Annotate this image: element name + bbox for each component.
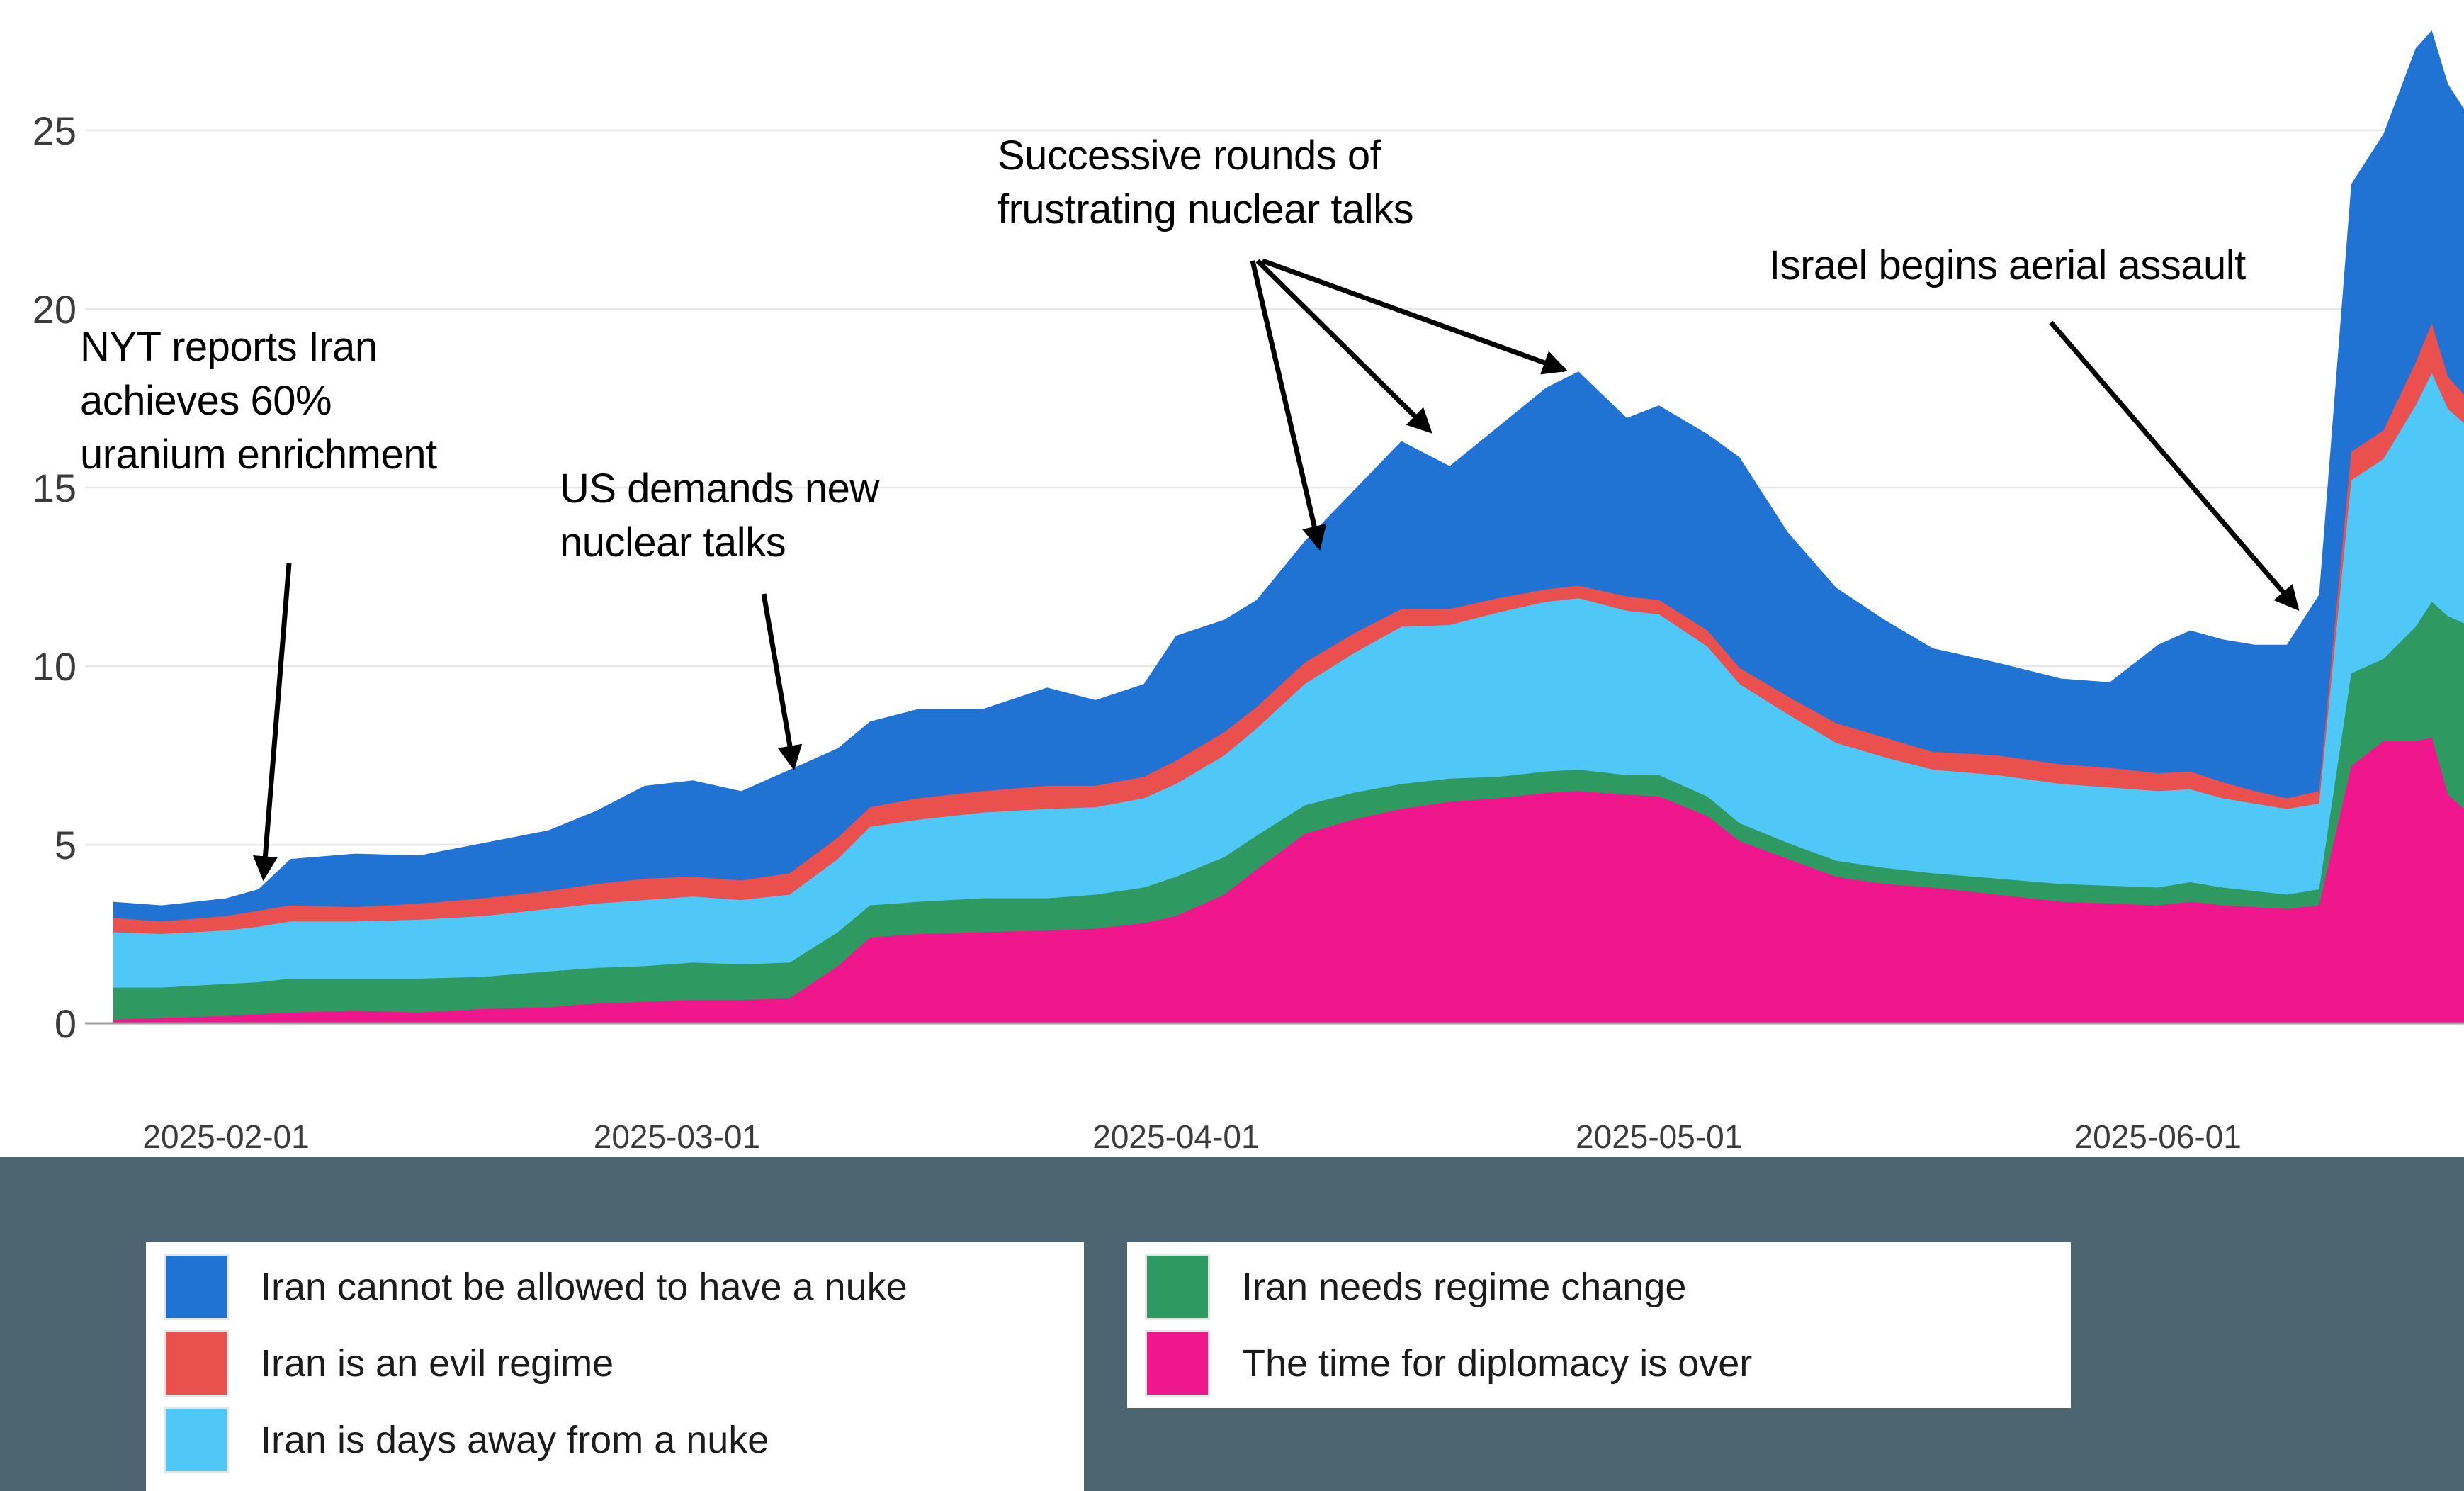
legend-item-regime-change: Iran needs regime change	[1147, 1256, 2071, 1318]
legend-item-evil-regime: Iran is an evil regime	[166, 1332, 1084, 1395]
legend-swatch-red	[166, 1332, 227, 1395]
annotation-line: achieves 60%	[80, 378, 332, 424]
annotation-israel-assault: Israel begins aerial assault	[1769, 239, 2246, 293]
svg-text:15: 15	[33, 466, 77, 510]
svg-text:0: 0	[55, 1001, 77, 1046]
legend-label: Iran cannot be allowed to have a nuke	[261, 1266, 908, 1308]
annotation-nyt-enrichment: NYT reports Iran achieves 60% uranium en…	[80, 320, 437, 482]
annotation-us-demands: US demands new nuclear talks	[560, 462, 879, 570]
legend-label: Iran is days away from a nuke	[261, 1419, 769, 1461]
legend-item-cannot-have-nuke: Iran cannot be allowed to have a nuke	[166, 1256, 1084, 1318]
stacked-area-chart: 0 5 10 15 20 25 2025-02-01 2025-03-01 2025-04-01…	[33, 30, 2464, 1155]
legend-item-diplomacy-over: The time for diplomacy is over	[1147, 1332, 2071, 1395]
legend-swatch-blue	[166, 1256, 227, 1318]
annotation-line: nuclear talks	[560, 519, 786, 566]
annotation-line: uranium enrichment	[80, 432, 437, 478]
svg-text:2025-03-01: 2025-03-01	[594, 1118, 760, 1155]
legend-label: Iran is an evil regime	[261, 1342, 614, 1385]
svg-text:2025-04-01: 2025-04-01	[1092, 1118, 1259, 1155]
legend-swatch-pink	[1147, 1332, 1208, 1395]
svg-text:2025-06-01: 2025-06-01	[2075, 1118, 2242, 1155]
legend-card-left: Iran cannot be allowed to have a nuke Ir…	[146, 1242, 1084, 1491]
legend-label: The time for diplomacy is over	[1242, 1342, 1753, 1385]
legend-swatch-lightblue	[166, 1409, 227, 1471]
legend-label: Iran needs regime change	[1242, 1266, 1687, 1308]
annotation-line: Israel begins aerial assault	[1769, 242, 2246, 288]
annotation-line: Successive rounds of	[998, 133, 1381, 179]
legend-swatch-green	[1147, 1256, 1208, 1318]
annotation-line: NYT reports Iran	[80, 324, 378, 370]
annotation-line: frustrating nuclear talks	[998, 186, 1414, 232]
svg-text:5: 5	[55, 823, 77, 867]
legend-item-days-away: Iran is days away from a nuke	[166, 1409, 1084, 1471]
annotation-line: US demands new	[560, 466, 879, 512]
svg-text:20: 20	[33, 287, 77, 332]
svg-text:2025-05-01: 2025-05-01	[1576, 1118, 1742, 1155]
svg-text:10: 10	[33, 644, 77, 689]
svg-text:2025-02-01: 2025-02-01	[142, 1118, 309, 1155]
legend-card-right: Iran needs regime change The time for di…	[1127, 1242, 2071, 1408]
annotation-nuclear-talks: Successive rounds of frustrating nuclear…	[998, 129, 1414, 237]
svg-text:25: 25	[33, 108, 77, 153]
